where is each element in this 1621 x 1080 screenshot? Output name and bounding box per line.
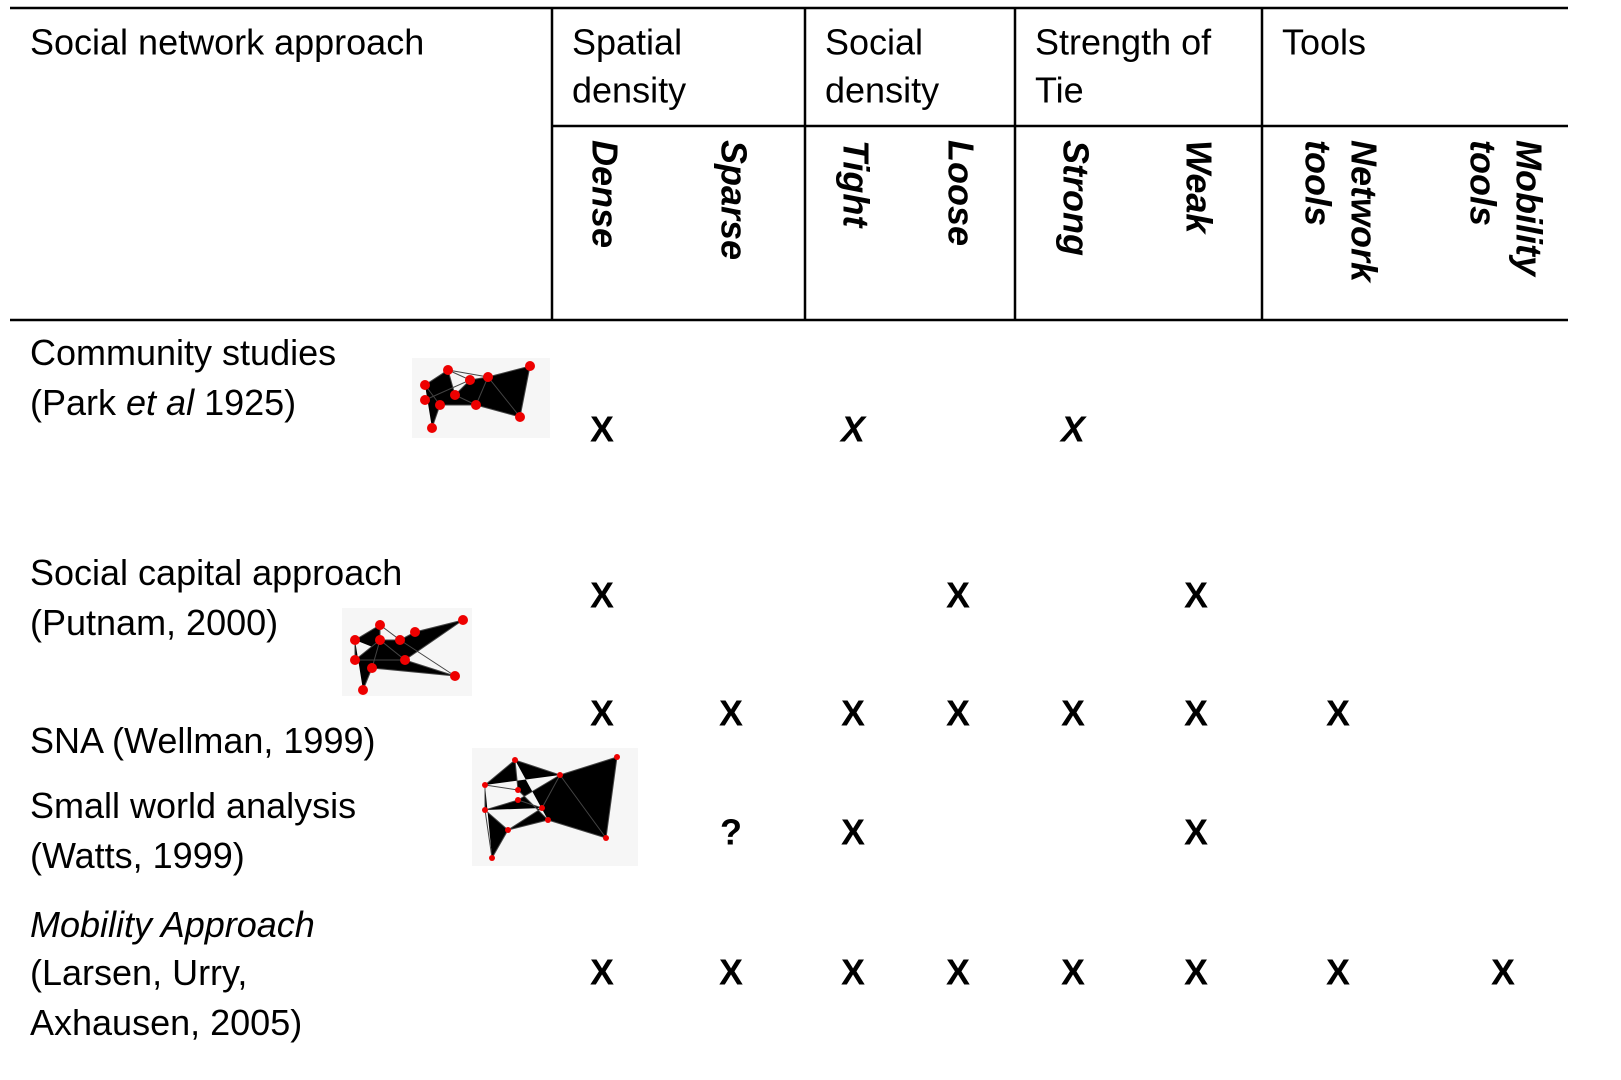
group-label: Tools — [1282, 22, 1366, 63]
cell-mark: X — [590, 952, 614, 993]
column-label: Tight — [835, 140, 876, 229]
network-icon — [412, 358, 550, 438]
cell-mark: X — [1061, 693, 1085, 734]
group-label: Spatial — [572, 22, 682, 63]
column-label: Network — [1343, 140, 1384, 284]
group-label: Strength of — [1035, 22, 1212, 63]
header-title: Social network approach — [30, 22, 424, 63]
cell-mark: X — [946, 575, 970, 616]
cell-mark: X — [1061, 952, 1085, 993]
group-label: density — [572, 70, 686, 111]
row-label: Mobility Approach — [30, 904, 315, 945]
cell-mark: X — [1326, 693, 1350, 734]
cell-mark: X — [946, 952, 970, 993]
column-label: Sparse — [713, 140, 754, 260]
label-segment: Community studies — [30, 332, 336, 373]
cell-mark: X — [841, 812, 865, 853]
row-label: (Putnam, 2000) — [30, 602, 278, 643]
group-label: Tie — [1035, 70, 1084, 111]
cell-mark: X — [946, 693, 970, 734]
row-label: (Park et al 1925) — [30, 382, 296, 423]
cell-mark: X — [719, 952, 743, 993]
network-icon — [342, 608, 472, 696]
label-segment: et al — [126, 382, 195, 423]
cell-mark: X — [1184, 812, 1208, 853]
label-segment: SNA (Wellman, 1999) — [30, 720, 375, 761]
cell-mark: X — [1326, 952, 1350, 993]
column-label: Dense — [584, 140, 625, 248]
label-segment: Mobility Approach — [30, 904, 315, 945]
column-label: Mobility — [1508, 140, 1549, 278]
cell-mark: ? — [720, 812, 742, 853]
label-segment: 1925) — [194, 382, 296, 423]
row-label: Small world analysis — [30, 785, 356, 826]
network-icon — [472, 748, 638, 866]
label-segment: (Larsen, Urry, — [30, 952, 247, 993]
cell-mark: X — [1184, 575, 1208, 616]
row-label: Social capital approach — [30, 552, 402, 593]
label-segment: (Park — [30, 382, 126, 423]
cell-mark: X — [841, 693, 865, 734]
page: Social network approach Spatial density De… — [0, 0, 1621, 1080]
group-label: Social — [825, 22, 923, 63]
cell-mark: X — [590, 693, 614, 734]
cell-mark: X — [841, 952, 865, 993]
cell-mark: X — [590, 575, 614, 616]
row-label: Axhausen, 2005) — [30, 1002, 302, 1043]
row-label: Community studies — [30, 332, 336, 373]
column-label: tools — [1462, 140, 1503, 226]
cell-mark: X — [1184, 693, 1208, 734]
label-segment: Axhausen, 2005) — [30, 1002, 302, 1043]
cell-mark: X — [1184, 952, 1208, 993]
label-segment: Small world analysis — [30, 785, 356, 826]
cell-mark: X — [590, 409, 614, 450]
label-segment: (Watts, 1999) — [30, 835, 245, 876]
row-label: (Larsen, Urry, — [30, 952, 247, 993]
cell-mark: X — [719, 693, 743, 734]
row-label: SNA (Wellman, 1999) — [30, 720, 375, 761]
group-label: density — [825, 70, 939, 111]
label-segment: (Putnam, 2000) — [30, 602, 278, 643]
cell-mark: X — [1059, 409, 1087, 450]
row-label: (Watts, 1999) — [30, 835, 245, 876]
column-label: Weak — [1178, 140, 1219, 235]
column-label: Loose — [940, 140, 981, 246]
column-label: tools — [1297, 140, 1338, 226]
label-segment: Social capital approach — [30, 552, 402, 593]
cell-mark: X — [1491, 952, 1515, 993]
slide-table: Social network approach Spatial density De… — [0, 0, 1621, 1080]
column-label: Strong — [1055, 140, 1096, 256]
cell-mark: X — [839, 409, 867, 450]
